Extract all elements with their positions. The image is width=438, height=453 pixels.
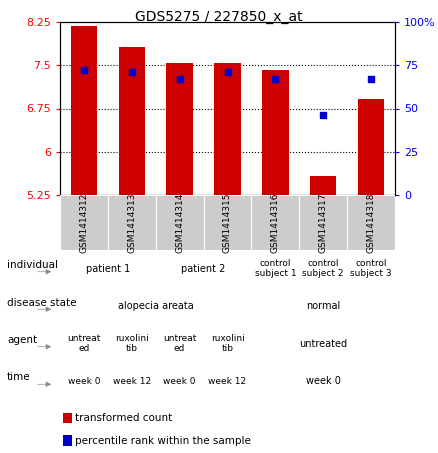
Text: ruxolini
tib: ruxolini tib	[115, 334, 148, 353]
Text: GSM1414318: GSM1414318	[367, 192, 375, 253]
Text: untreat
ed: untreat ed	[67, 334, 101, 353]
Text: normal: normal	[306, 301, 340, 311]
Text: week 0: week 0	[163, 377, 196, 386]
Text: week 12: week 12	[113, 377, 151, 386]
Text: alopecia areata: alopecia areata	[118, 301, 194, 311]
Text: GDS5275 / 227850_x_at: GDS5275 / 227850_x_at	[135, 10, 303, 24]
Text: GSM1414315: GSM1414315	[223, 192, 232, 253]
Text: week 12: week 12	[208, 377, 247, 386]
Text: GSM1414312: GSM1414312	[79, 193, 88, 253]
Bar	[166, 63, 193, 195]
Point	[320, 112, 327, 119]
Bar	[214, 63, 240, 195]
Bar	[119, 47, 145, 195]
Text: untreat
ed: untreat ed	[163, 334, 196, 353]
Bar	[358, 99, 384, 195]
Bar	[156, 195, 204, 250]
Bar	[108, 195, 156, 250]
Text: week 0: week 0	[306, 376, 341, 386]
Text: patient 2: patient 2	[181, 264, 226, 274]
Text: control
subject 2: control subject 2	[303, 259, 344, 279]
Point	[176, 76, 183, 83]
Bar	[347, 195, 395, 250]
Point	[81, 67, 88, 74]
Point	[128, 68, 135, 76]
Bar	[299, 195, 347, 250]
Bar	[60, 195, 108, 250]
Bar	[310, 176, 336, 195]
Bar	[64, 413, 72, 423]
Text: GSM1414313: GSM1414313	[127, 192, 136, 253]
Text: ruxolini
tib: ruxolini tib	[211, 334, 244, 353]
Point	[367, 76, 374, 83]
Text: GSM1414316: GSM1414316	[271, 192, 280, 253]
Text: untreated: untreated	[299, 339, 347, 349]
Point	[224, 68, 231, 76]
Text: GSM1414317: GSM1414317	[319, 192, 328, 253]
Text: transformed count: transformed count	[75, 413, 172, 423]
Text: disease state: disease state	[7, 298, 77, 308]
Bar	[251, 195, 299, 250]
Text: percentile rank within the sample: percentile rank within the sample	[75, 435, 251, 445]
Text: control
subject 1: control subject 1	[254, 259, 296, 279]
Text: agent: agent	[7, 335, 37, 345]
Text: individual: individual	[7, 260, 58, 270]
Text: patient 1: patient 1	[86, 264, 130, 274]
Bar	[204, 195, 251, 250]
Bar	[71, 26, 97, 195]
Point	[272, 76, 279, 83]
Text: week 0: week 0	[68, 377, 100, 386]
Bar	[262, 70, 289, 195]
Bar	[64, 435, 72, 446]
Text: control
subject 3: control subject 3	[350, 259, 392, 279]
Text: GSM1414314: GSM1414314	[175, 193, 184, 253]
Text: time: time	[7, 372, 31, 382]
